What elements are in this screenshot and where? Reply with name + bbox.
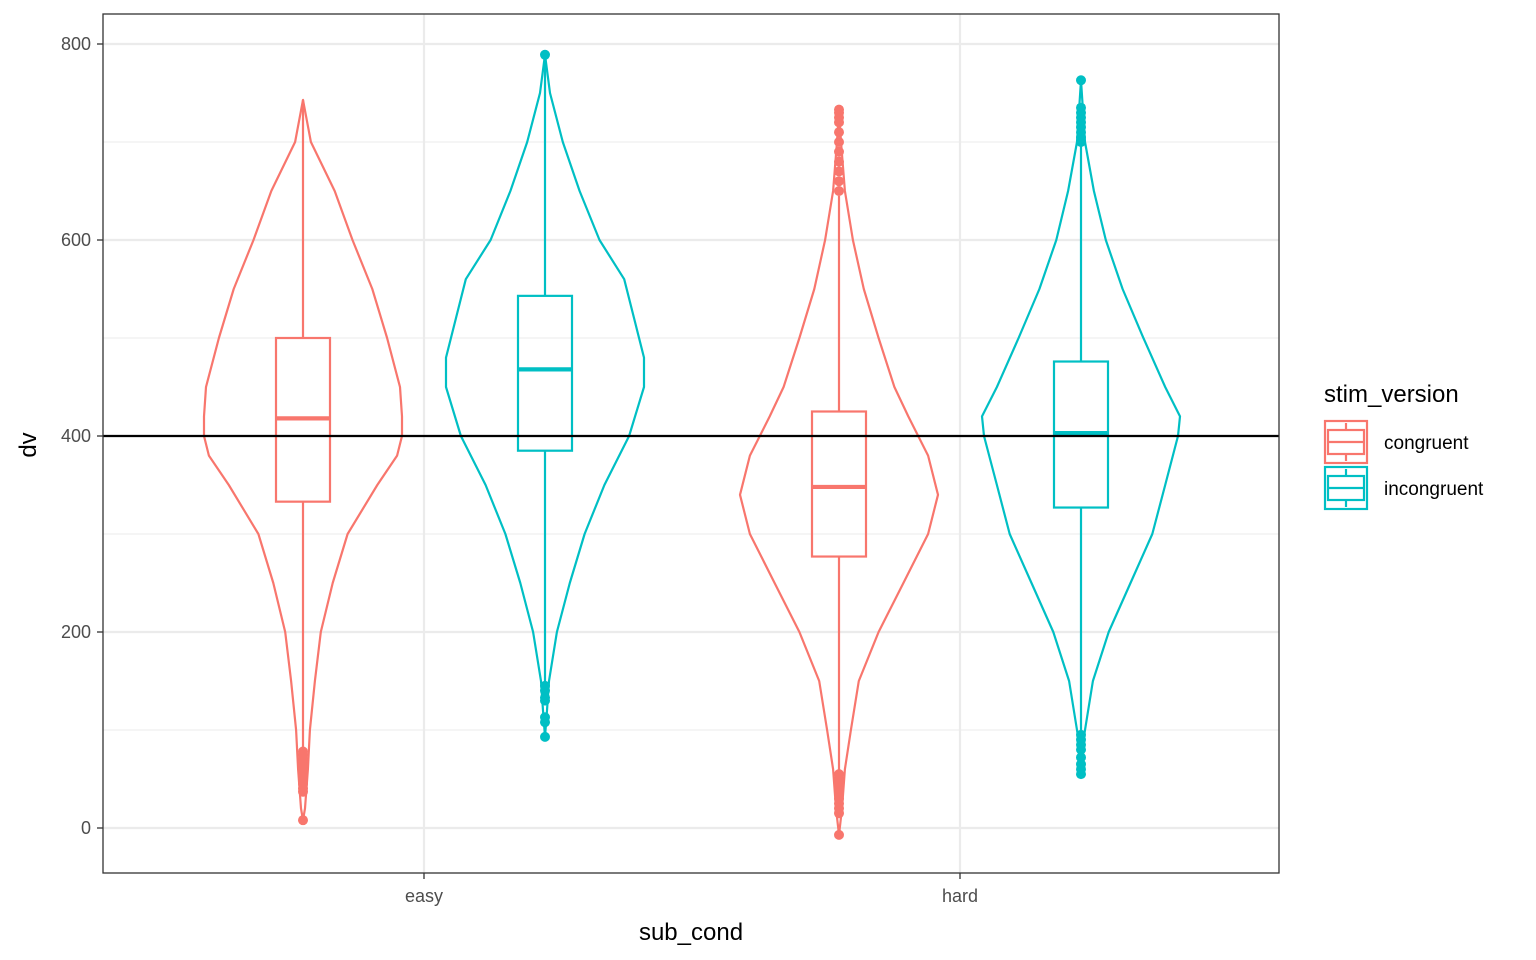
outlier-point [540,731,550,742]
outlier-point [834,166,844,177]
outlier-point [834,176,844,187]
outlier-point [540,49,550,60]
legend-key-incongruent [1323,465,1369,511]
outlier-point [540,680,550,691]
outlier-point [834,137,844,147]
legend-label-incongruent: incongruent [1384,479,1484,500]
y-tick-label: 600 [61,230,91,250]
y-tick-label: 400 [61,426,91,446]
outlier-point [540,712,550,723]
plot-panel [103,14,1279,873]
outlier-point [540,692,550,703]
legend-key-outline [1323,465,1369,511]
outlier-point [834,769,844,780]
outlier-point [1076,102,1086,113]
outlier-point [834,127,844,138]
grid-layer [103,14,1279,873]
outlier-point [834,146,844,157]
legend: stim_version congruent incongruent [1323,381,1484,511]
outlier-point [834,829,844,840]
plot-border [102,13,1280,874]
outlier-point [298,815,308,826]
outlier-point [1076,752,1086,763]
x-tick-label: easy [405,886,443,906]
outlier-point [834,156,844,167]
x-tick-label: hard [942,886,978,906]
legend-key-outline [1323,419,1369,465]
outlier-point [298,746,308,757]
y-tick-label: 800 [61,34,91,54]
y-tick-label: 0 [81,818,91,838]
outlier-point [1076,759,1086,770]
outlier-point [1076,729,1086,740]
legend-key-congruent [1323,419,1369,465]
outlier-point [834,104,844,115]
legend-title: stim_version [1324,381,1459,408]
x-axis-title: sub_cond [639,919,743,946]
outlier-point [834,186,844,196]
outlier-point [1076,75,1086,86]
legend-label-congruent: congruent [1384,433,1469,454]
y-axis-title: dv [15,432,42,457]
axis-layer: 0 200 400 600 800 easy hard [61,13,1280,906]
y-tick-label: 200 [61,622,91,642]
box-congruent-hard [810,410,868,558]
data-layer [103,49,1279,840]
box-incongruent-easy [516,294,574,452]
